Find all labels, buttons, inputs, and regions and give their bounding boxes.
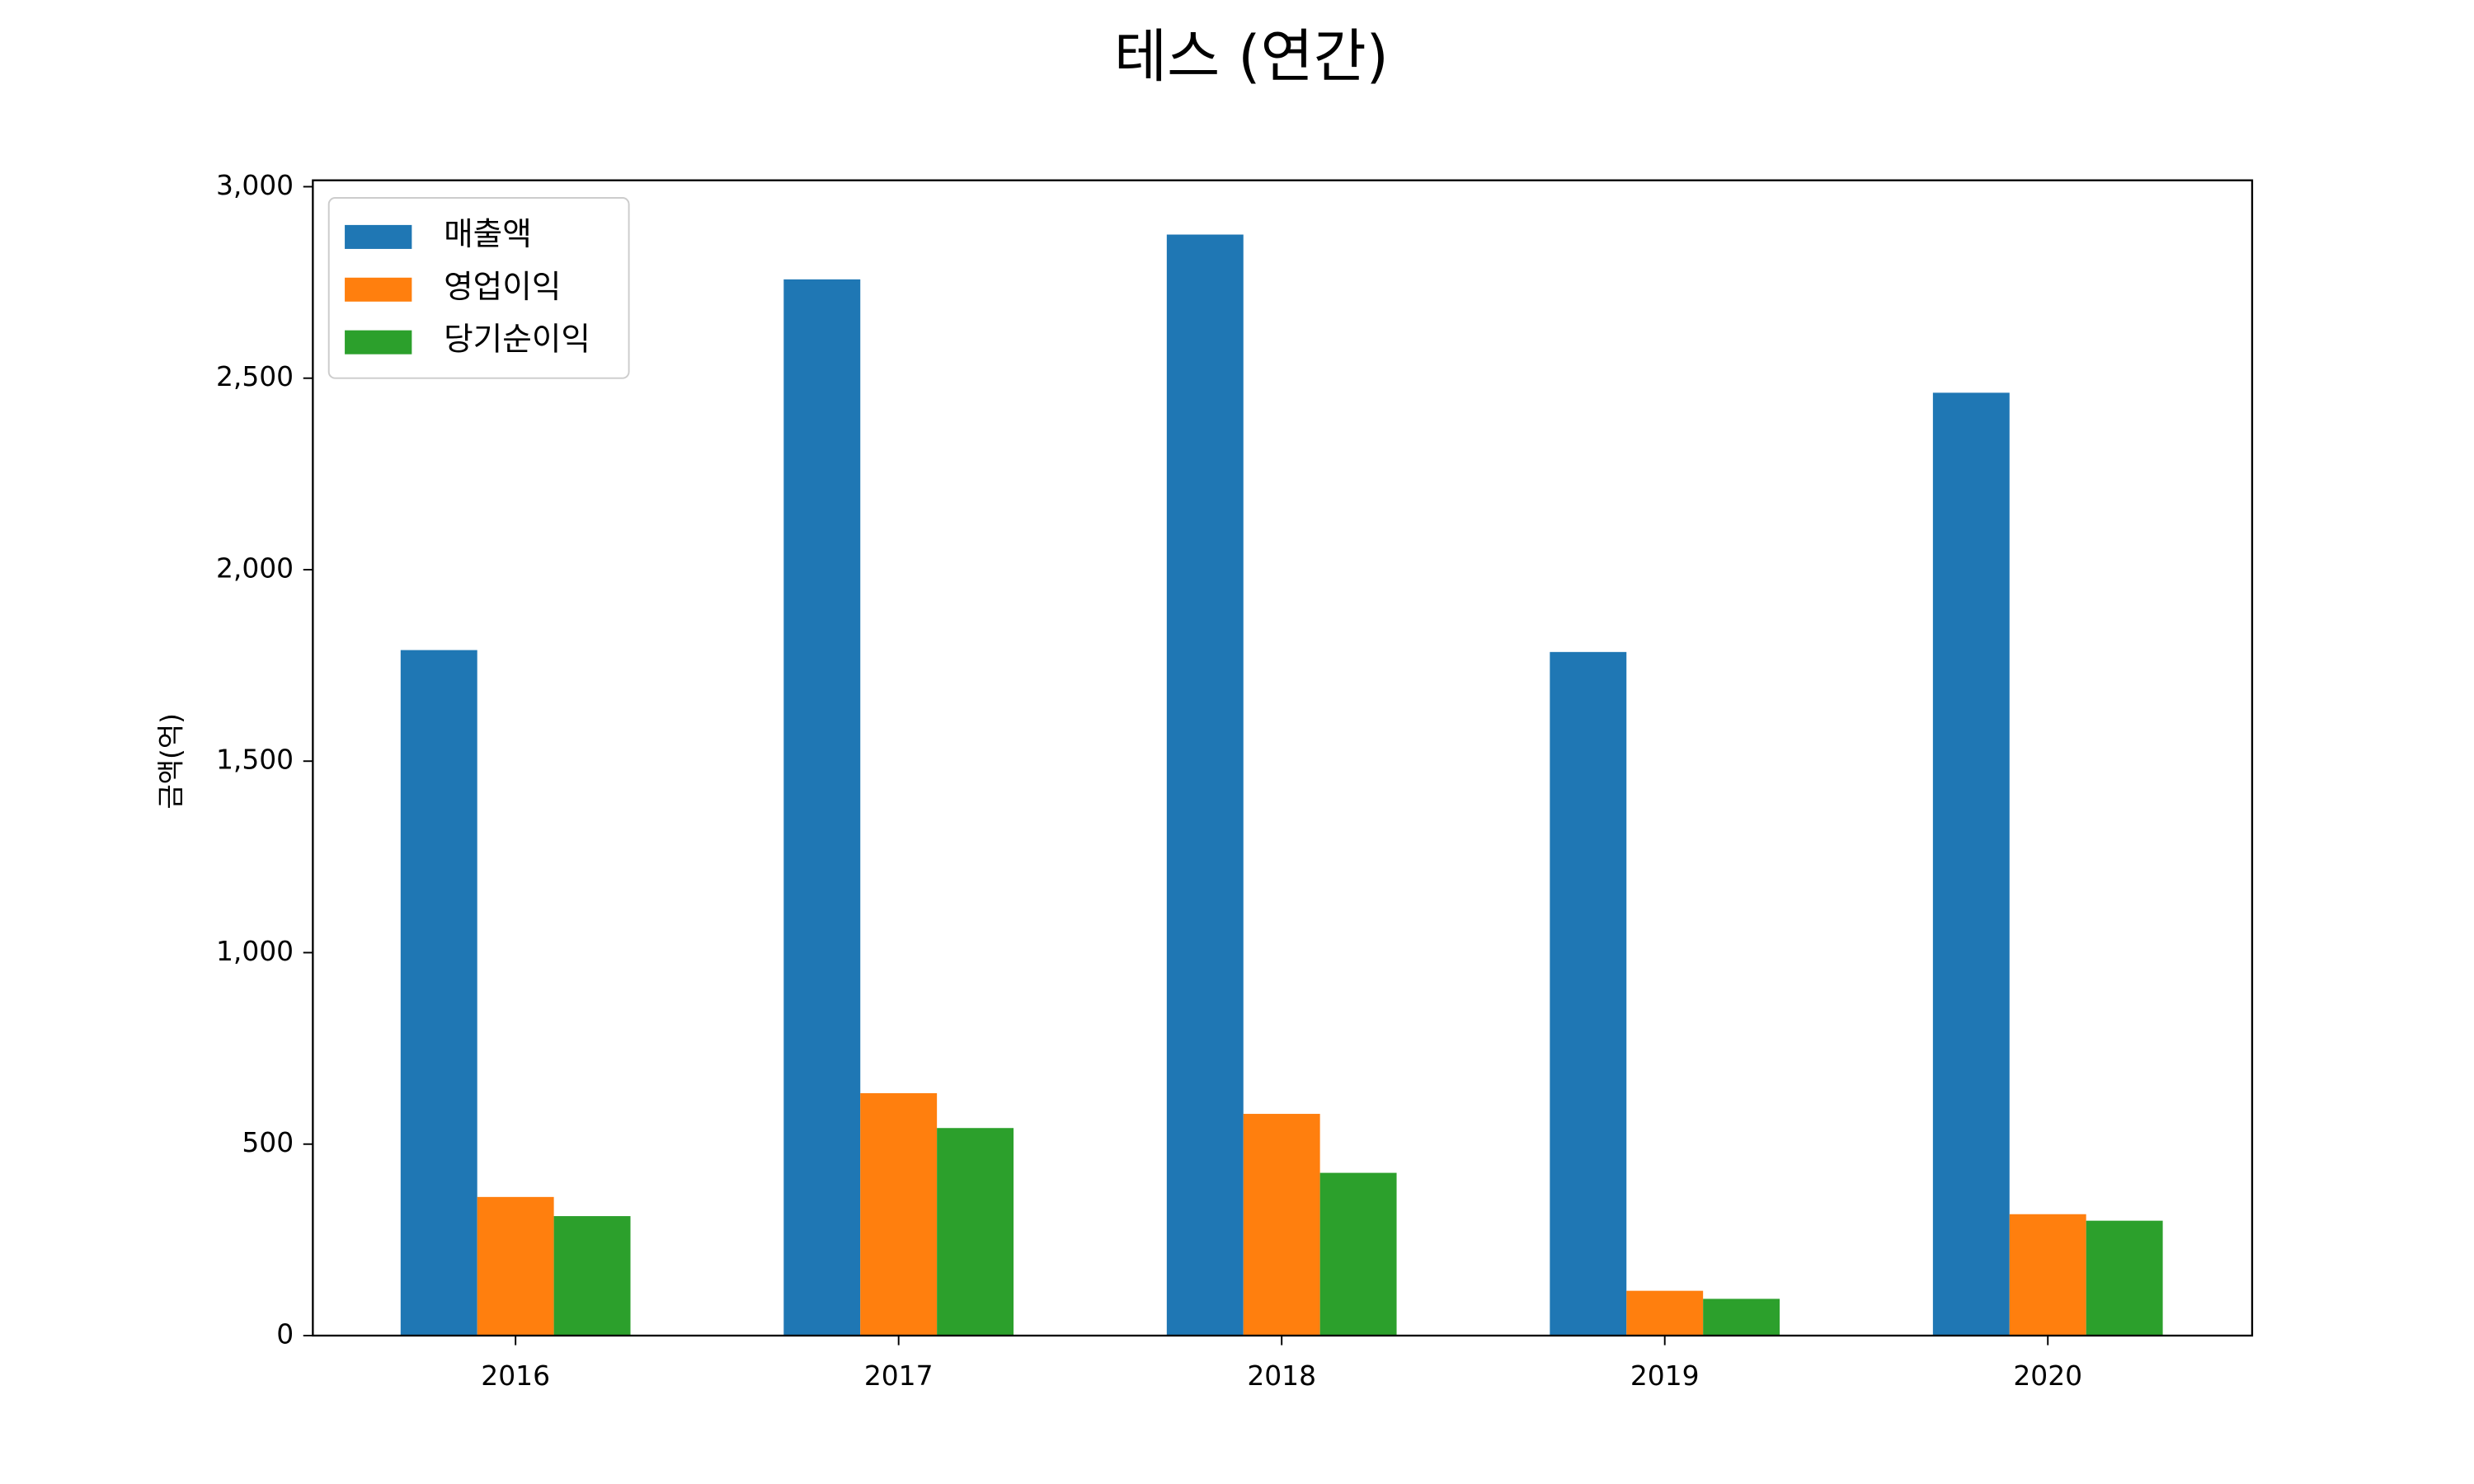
bar: [400, 650, 477, 1336]
bar: [1166, 234, 1244, 1336]
y-tick-label: 500: [242, 1126, 294, 1158]
bar: [1319, 1172, 1397, 1336]
legend-label: 매출액: [444, 216, 532, 253]
x-tick-label: 2017: [864, 1360, 934, 1392]
bar: [937, 1128, 1014, 1336]
y-tick-label: 1,000: [216, 935, 294, 967]
bar: [1932, 392, 2010, 1336]
bar: [2009, 1214, 2086, 1336]
bar: [2086, 1220, 2163, 1336]
plot-frame: [312, 179, 2254, 1337]
legend-swatch: [345, 330, 412, 355]
bar: [783, 279, 861, 1336]
x-tick-label: 2016: [481, 1360, 550, 1392]
y-tick-label: 3,000: [216, 169, 294, 201]
legend-label: 당기순이익: [444, 322, 590, 359]
x-tick-label: 2018: [1247, 1360, 1316, 1392]
bar: [553, 1216, 631, 1336]
y-tick-label: 0: [276, 1318, 294, 1350]
bar: [477, 1196, 554, 1336]
x-tick-label: 2019: [1630, 1360, 1700, 1392]
y-axis-label: 금액(억): [155, 713, 187, 809]
legend-swatch: [345, 277, 412, 302]
chart-title: 테스 (연간): [1114, 24, 1389, 91]
bar: [1703, 1298, 1780, 1336]
bar: [1243, 1114, 1320, 1336]
legend-label: 영업이익: [444, 269, 561, 306]
y-tick-label: 2,500: [216, 360, 294, 392]
bar: [1626, 1290, 1704, 1336]
bar: [1550, 651, 1627, 1336]
y-tick-label: 2,000: [216, 552, 294, 584]
x-tick-label: 2020: [2013, 1360, 2082, 1392]
legend-swatch: [345, 224, 412, 249]
y-tick-label: 1,500: [216, 744, 294, 776]
bar: [860, 1092, 938, 1336]
